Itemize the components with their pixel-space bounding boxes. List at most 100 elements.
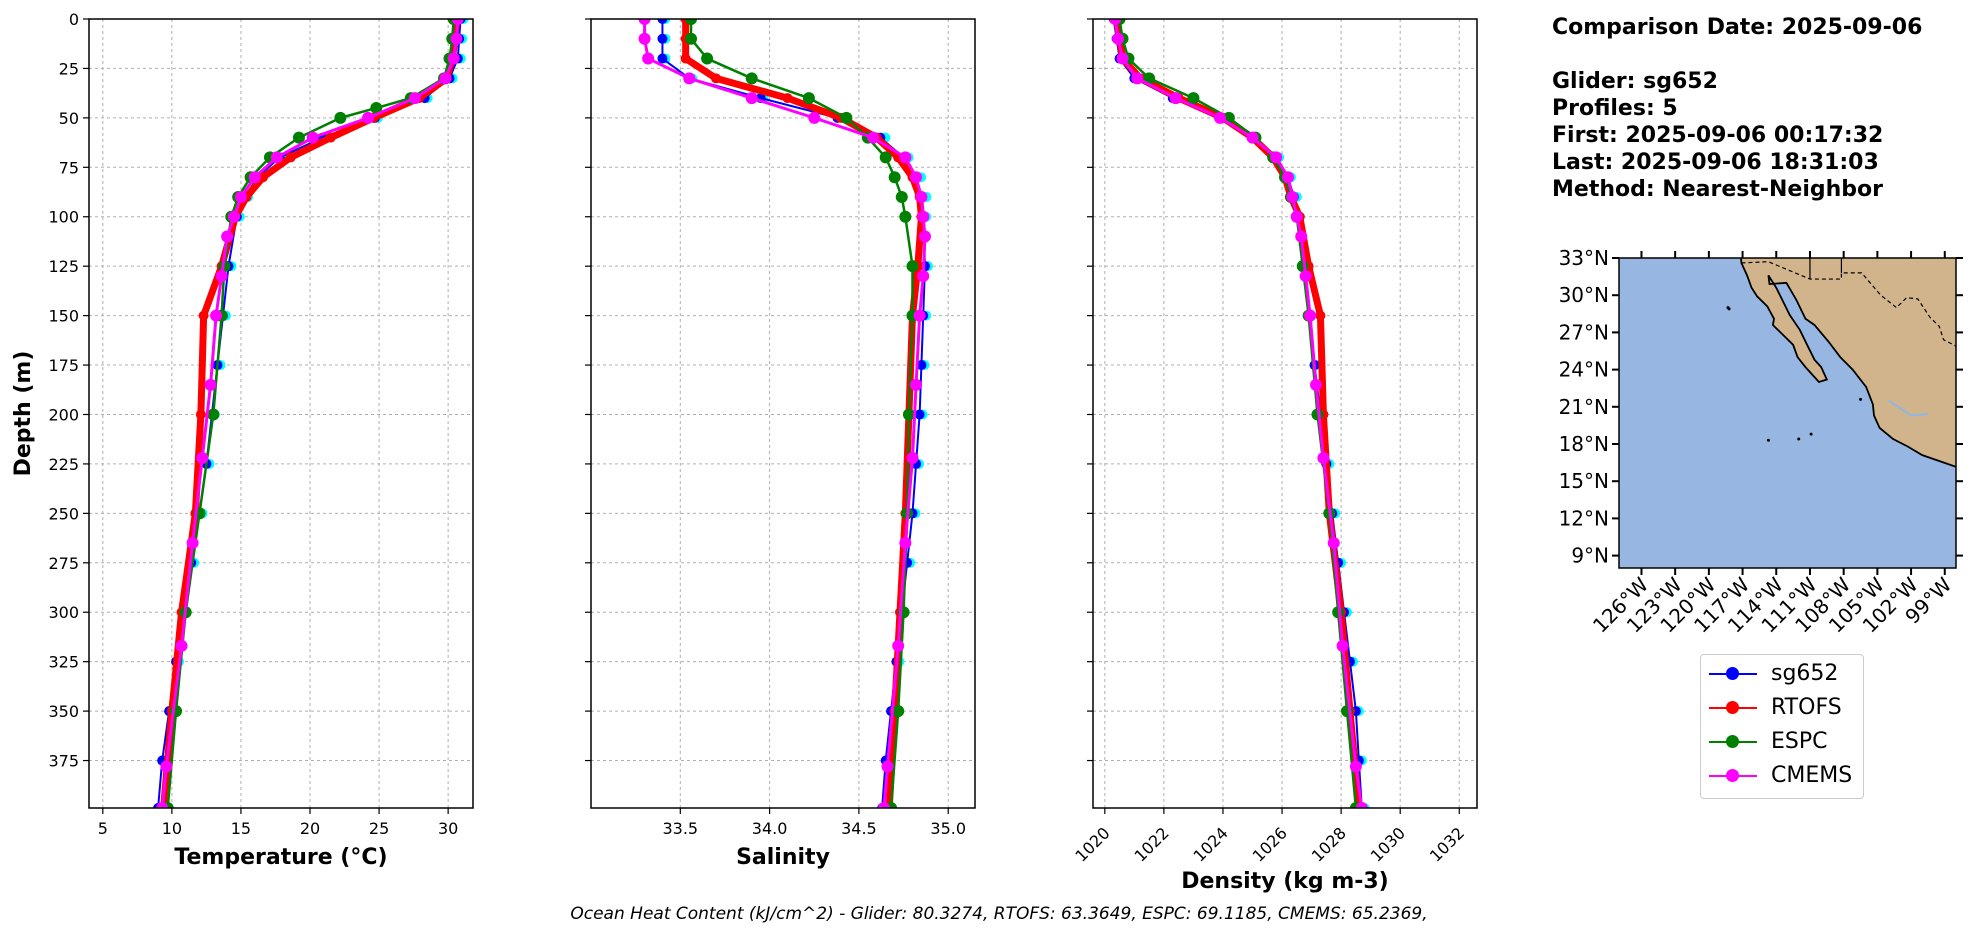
point-cmems <box>306 131 319 144</box>
y-tick-label: 125 <box>48 257 79 276</box>
y-tick-label: 175 <box>48 356 79 375</box>
y-tick-label: 0 <box>69 10 79 29</box>
chart-panel-1: 5 10 15 20 25 3002550751001251501752002252502… <box>11 10 474 870</box>
series-cmems <box>1109 19 1368 808</box>
point-cmems <box>915 190 928 203</box>
point-cmems <box>899 151 912 164</box>
point-cmems <box>917 210 930 223</box>
map-border <box>1741 261 1956 347</box>
point-rtofs <box>680 53 691 64</box>
point-cmems <box>913 309 926 322</box>
point-rtofs <box>285 152 296 163</box>
legend-marker-espc <box>1726 735 1739 748</box>
point-cmems <box>1112 32 1125 45</box>
map-island <box>1809 432 1813 436</box>
glider-location-map: 9°N12°N15°N18°N21°N24°N27°N30°N33°N126°W… <box>1559 246 1963 638</box>
first-time: First: 2025-09-06 00:17:32 <box>1552 123 1884 148</box>
point-cmems <box>1290 210 1303 223</box>
point-cmems <box>1304 309 1317 322</box>
point-espc <box>685 32 698 45</box>
point-espc <box>888 171 901 184</box>
point-espc <box>895 190 908 203</box>
x-tick-label: 33.5 <box>662 819 698 838</box>
point-cmems <box>450 32 463 45</box>
point-espc <box>879 151 892 164</box>
map-island <box>1766 438 1770 442</box>
map-inner <box>1726 258 1956 468</box>
map-lat-label: 18°N <box>1559 432 1609 456</box>
y-tick-label: 225 <box>48 455 79 474</box>
series-group <box>153 19 469 808</box>
legend-label-cmems: CMEMS <box>1771 763 1853 788</box>
point-sg652 <box>657 33 668 44</box>
point-sg652 <box>914 409 925 420</box>
map-lat-label: 12°N <box>1559 506 1609 530</box>
legend-item-sg652: sg652 <box>1709 660 1859 690</box>
x-tick-label: 5 <box>98 819 108 838</box>
point-cmems <box>683 72 696 85</box>
map-land <box>1740 258 1956 468</box>
point-cmems <box>210 309 223 322</box>
plot-frame <box>590 18 976 809</box>
point-cmems <box>1131 72 1144 85</box>
x-tick-label: 34.0 <box>752 819 788 838</box>
ocean-heat-content-footer: Ocean Heat Content (kJ/cm^2) - Glider: 8… <box>570 904 1428 924</box>
x-tick-label: 20 <box>300 819 320 838</box>
point-sg652 <box>916 360 927 371</box>
method: Method: Nearest-Neighbor <box>1552 177 1883 202</box>
map-lat-label: 9°N <box>1571 544 1609 568</box>
series-cmems <box>156 19 464 808</box>
line-cmems <box>1113 19 1364 808</box>
point-cmems <box>906 451 919 464</box>
point-cmems <box>186 537 199 550</box>
y-tick-label: 50 <box>59 109 79 128</box>
plot-frame <box>1092 18 1478 809</box>
series-rtofs <box>680 19 927 808</box>
point-sg652 <box>657 53 668 64</box>
x-axis-label: Density (kg m-3) <box>1181 869 1389 894</box>
point-sg652 <box>657 19 668 24</box>
point-cmems <box>248 171 261 184</box>
point-cmems <box>867 131 880 144</box>
glider-name: Glider: sg652 <box>1552 69 1718 94</box>
map-island <box>1797 437 1801 441</box>
last-time: Last: 2025-09-06 18:31:03 <box>1552 150 1879 175</box>
map-frame <box>1618 257 1957 569</box>
point-cmems <box>270 151 283 164</box>
point-rtofs <box>195 409 206 420</box>
legend-item-rtofs: RTOFS <box>1709 694 1859 724</box>
point-rtofs <box>782 93 793 104</box>
legend-marker-cmems <box>1726 769 1739 782</box>
point-cmems <box>221 230 234 243</box>
x-axis-label: Salinity <box>736 845 830 870</box>
x-tick-label: 10 <box>162 819 182 838</box>
point-cmems <box>1349 760 1362 773</box>
point-cmems <box>196 451 209 464</box>
point-cmems <box>156 802 169 808</box>
point-cmems <box>1355 802 1368 808</box>
point-cmems <box>910 171 923 184</box>
x-tick-label: 1026 <box>1249 823 1291 865</box>
point-cmems <box>910 378 923 391</box>
map-river <box>1888 399 1928 417</box>
point-cmems <box>447 52 460 65</box>
point-cmems <box>881 760 894 773</box>
point-cmems <box>1270 151 1283 164</box>
point-cmems <box>1295 230 1308 243</box>
point-cmems <box>1246 131 1259 144</box>
point-rtofs <box>325 132 336 143</box>
x-tick-label: 15 <box>231 819 251 838</box>
point-cmems <box>892 639 905 652</box>
series-cmems <box>638 19 931 808</box>
point-cmems <box>408 92 421 105</box>
point-rtofs <box>1315 310 1326 321</box>
point-espc <box>334 111 347 124</box>
y-tick-label: 250 <box>48 504 79 523</box>
point-espc <box>370 101 383 114</box>
line-cmems <box>160 19 460 808</box>
line-rtofs <box>682 19 925 808</box>
x-tick-label: 1024 <box>1190 823 1232 865</box>
point-cmems <box>160 760 173 773</box>
point-cmems <box>234 190 247 203</box>
legend: sg652 RTOFS ESPC CMEMS <box>1700 654 1864 799</box>
